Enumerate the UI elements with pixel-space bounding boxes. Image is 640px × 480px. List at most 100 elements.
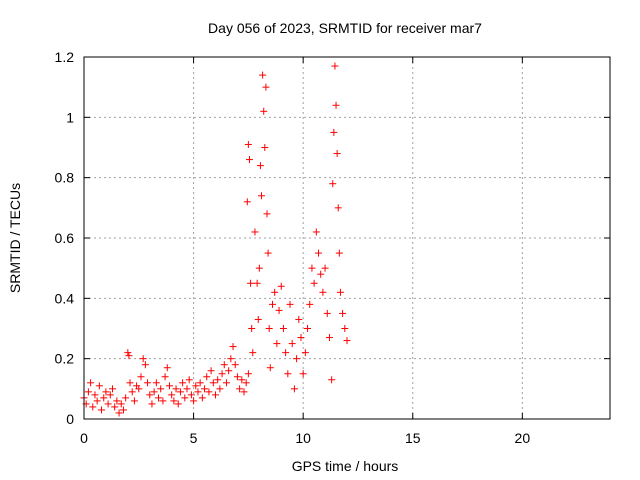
data-point xyxy=(148,400,156,408)
data-point xyxy=(279,325,287,332)
data-point xyxy=(271,288,279,296)
data-point xyxy=(341,325,349,332)
data-point xyxy=(233,373,241,381)
data-point xyxy=(212,391,219,399)
y-axis-label: SRMTID / TECUs xyxy=(7,183,23,293)
data-point xyxy=(332,101,340,109)
data-point xyxy=(214,376,222,384)
chart-title: Day 056 of 2023, SRMTID for receiver mar… xyxy=(208,20,482,36)
data-point xyxy=(144,379,152,387)
data-point xyxy=(286,300,294,308)
y-tick-label: 0.8 xyxy=(55,170,75,186)
data-point xyxy=(284,370,292,378)
x-tick-label: 0 xyxy=(80,430,88,446)
data-point xyxy=(256,162,264,170)
tick-labels-layer: 0 5 10 15 20 0 0.2 0.4 0.6 0.8 1 1.2 xyxy=(55,49,531,446)
data-point xyxy=(329,180,337,188)
data-point xyxy=(263,210,271,218)
data-point xyxy=(268,300,276,308)
data-point xyxy=(192,382,200,390)
data-point xyxy=(155,394,163,402)
data-point xyxy=(161,373,169,381)
data-point xyxy=(258,192,266,200)
data-point xyxy=(238,376,246,384)
data-point xyxy=(295,315,303,323)
data-point xyxy=(330,128,338,136)
data-point xyxy=(265,325,273,332)
data-point xyxy=(157,385,165,393)
data-point xyxy=(247,279,255,287)
data-point xyxy=(137,373,145,381)
data-point xyxy=(122,394,130,402)
data-point xyxy=(236,385,244,393)
data-point xyxy=(126,379,134,387)
data-point xyxy=(306,300,314,308)
data-point xyxy=(181,394,189,402)
grid-layer xyxy=(84,57,610,419)
data-point xyxy=(203,373,211,381)
data-point xyxy=(222,379,230,387)
data-point xyxy=(231,361,239,369)
data-point xyxy=(218,370,226,378)
data-point xyxy=(229,343,237,351)
data-point xyxy=(262,83,270,91)
data-point xyxy=(297,334,305,342)
data-point xyxy=(207,367,215,375)
data-point xyxy=(163,364,171,372)
data-point xyxy=(299,370,307,378)
data-point xyxy=(152,379,160,387)
data-point xyxy=(89,403,97,411)
data-point xyxy=(216,385,224,393)
data-point xyxy=(141,361,149,369)
data-point xyxy=(165,382,173,390)
data-point xyxy=(331,62,339,70)
y-tick-label: 0 xyxy=(66,411,74,427)
data-point xyxy=(98,406,106,414)
y-tick-label: 1 xyxy=(66,109,74,125)
data-point xyxy=(312,228,320,236)
x-tick-label: 15 xyxy=(405,430,421,446)
data-point xyxy=(108,385,116,393)
data-point xyxy=(104,400,112,408)
data-point xyxy=(273,340,281,348)
data-point xyxy=(308,264,316,272)
data-point xyxy=(150,388,158,396)
data-point xyxy=(323,309,331,317)
data-point xyxy=(196,379,204,387)
data-point xyxy=(124,349,132,357)
data-point xyxy=(336,288,344,296)
data-point xyxy=(84,388,92,396)
data-point xyxy=(174,400,182,408)
data-point xyxy=(95,382,103,390)
data-point xyxy=(130,397,138,405)
data-point xyxy=(282,349,290,357)
data-point xyxy=(125,352,133,360)
data-point xyxy=(244,370,252,378)
data-point xyxy=(240,388,248,396)
data-point xyxy=(293,355,301,363)
data-point xyxy=(111,403,119,411)
data-point xyxy=(115,409,123,417)
data-point xyxy=(119,406,127,414)
data-point xyxy=(117,400,125,408)
data-point xyxy=(255,264,263,272)
data-point xyxy=(288,340,296,348)
data-point xyxy=(242,379,250,387)
data-point xyxy=(260,107,268,115)
x-tick-label: 5 xyxy=(190,430,198,446)
data-point xyxy=(315,249,323,257)
data-point xyxy=(266,364,274,372)
data-point xyxy=(254,315,262,323)
data-point xyxy=(275,306,283,314)
data-point xyxy=(321,264,329,272)
y-tick-label: 1.2 xyxy=(55,49,75,65)
data-point xyxy=(264,249,272,257)
data-point xyxy=(301,349,309,357)
data-point xyxy=(245,156,253,164)
points-layer xyxy=(80,62,351,417)
ticks-layer xyxy=(83,56,610,420)
data-point xyxy=(251,228,259,236)
data-point xyxy=(310,279,318,287)
